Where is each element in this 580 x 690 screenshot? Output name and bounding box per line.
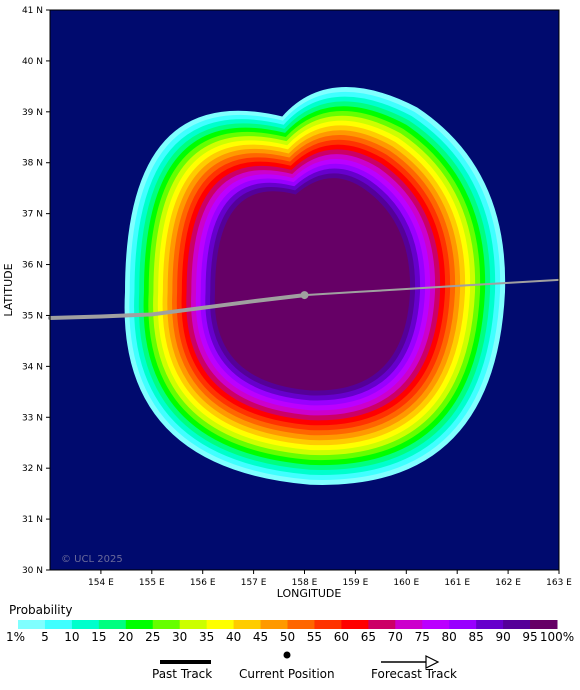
lon-tick-label: 159 E	[343, 578, 369, 588]
legend-swatch	[44, 620, 73, 629]
legend-swatch	[152, 620, 181, 629]
lon-tick-label: 163 E	[546, 578, 572, 588]
lat-tick-label: 35 N	[22, 311, 43, 321]
legend-level-label: 25	[145, 630, 161, 644]
current-position-key-dot	[283, 651, 291, 659]
lon-tick-label: 157 E	[241, 578, 267, 588]
probability-map: 30 N 31 N 32 N 33 N 34 N 35 N 36 N 37 N 38 N 39 N…	[2, 6, 572, 598]
legend-graphics	[18, 620, 558, 669]
current-position-marker	[300, 291, 309, 300]
legend-swatch	[125, 620, 154, 629]
legend-swatch	[260, 620, 288, 629]
lon-tick-label: 156 E	[190, 578, 216, 588]
forecast-track-key-arrow	[425, 655, 440, 669]
legend-swatch	[530, 620, 558, 629]
legend-color-bar	[18, 620, 558, 629]
legend-swatch	[395, 620, 423, 629]
legend-swatch	[503, 620, 531, 629]
forecast-track-key-label: Forecast Track	[371, 667, 457, 681]
lon-tick-label: 161 E	[444, 578, 470, 588]
copyright-text: © UCL 2025	[61, 554, 123, 565]
map-frame	[49, 9, 560, 571]
legend-swatch	[18, 620, 46, 629]
legend-level-label: 70	[387, 630, 403, 644]
legend-level-label: 15	[91, 630, 107, 644]
current-position-key-label: Current Position	[239, 667, 335, 681]
probability-contours	[124, 87, 506, 485]
legend-level-label: 1%	[6, 630, 26, 644]
lat-tick-label: 38 N	[22, 159, 43, 169]
legend-level-label: 35	[199, 630, 215, 644]
probability-contour-95	[214, 178, 411, 391]
lat-tick-label: 31 N	[22, 515, 43, 525]
legend-level-label: 55	[306, 630, 323, 644]
legend-level-label: 40	[225, 630, 242, 644]
legend-swatch	[314, 620, 342, 629]
legend-level-label: 60	[333, 630, 350, 644]
legend-level-label: 85	[468, 630, 484, 644]
lon-tick-label: 158 E	[292, 578, 318, 588]
lon-tick-label: 160 E	[393, 578, 419, 588]
legend-swatch	[287, 620, 315, 629]
legend-level-label: 45	[252, 630, 269, 644]
lat-tick-label: 37 N	[22, 210, 43, 220]
lat-tick-label: 34 N	[22, 362, 43, 372]
legend-level-label: 95	[522, 630, 538, 644]
lat-tick-label: 30 N	[22, 566, 43, 576]
lat-tick-label: 40 N	[22, 57, 43, 67]
legend-level-label: 65	[360, 630, 376, 644]
legend-level-label: 75	[414, 630, 430, 644]
lat-tick-label: 41 N	[22, 6, 43, 16]
past-track-line	[48, 293, 307, 320]
legend-level-label: 100%	[539, 630, 575, 644]
legend-swatch	[233, 620, 262, 629]
lat-tick-label: 33 N	[22, 413, 43, 423]
legend-level-label: 90	[495, 630, 511, 644]
legend-swatch	[206, 620, 235, 629]
legend-level-label: 10	[64, 630, 80, 644]
lon-tick-label: 155 E	[139, 578, 165, 588]
lat-tick-label: 32 N	[22, 464, 43, 474]
legend-level-label: 80	[441, 630, 457, 644]
forecast-track-line	[304, 278, 560, 297]
legend-level-label: 20	[118, 630, 134, 644]
legend-swatch	[476, 620, 504, 629]
legend-swatch	[422, 620, 450, 629]
legend-level-label: 50	[279, 630, 296, 644]
latitude-axis-title: LATITUDE	[2, 263, 15, 316]
longitude-axis-title: LONGITUDE	[277, 587, 342, 598]
lat-tick-label: 36 N	[22, 261, 43, 271]
legend-swatch	[179, 620, 208, 629]
legend-swatch	[449, 620, 477, 629]
legend-swatch	[341, 620, 369, 629]
lon-tick-label: 154 E	[88, 578, 114, 588]
lat-tick-label: 39 N	[22, 108, 43, 118]
axis-ticks: 30 N 31 N 32 N 33 N 34 N 35 N 36 N 37 N 38 N 39 N…	[22, 6, 572, 588]
legend-level-label: 30	[172, 630, 188, 644]
legend-swatch	[71, 620, 100, 629]
legend-swatch	[368, 620, 396, 629]
lon-tick-label: 162 E	[495, 578, 521, 588]
past-track-key-label: Past Track	[152, 667, 213, 681]
legend-level-label: 5	[41, 630, 49, 644]
legend-title: Probability	[9, 603, 73, 617]
legend-swatch	[98, 620, 127, 629]
probability-legend: Probability 1% 5 10 15 20 25 30 35 40 45 50 55 60 65 7…	[0, 598, 580, 690]
